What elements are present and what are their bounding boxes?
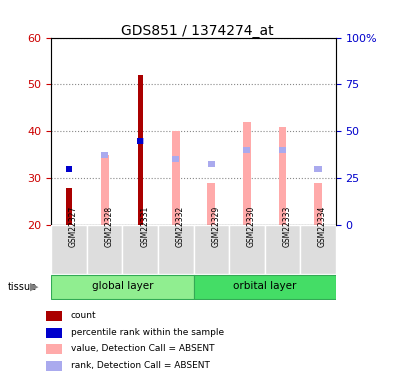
Text: tissue: tissue	[8, 282, 37, 291]
Text: GSM22332: GSM22332	[176, 206, 185, 247]
Text: GSM22333: GSM22333	[282, 206, 292, 247]
Text: value, Detection Call = ABSENT: value, Detection Call = ABSENT	[71, 345, 214, 354]
Text: orbital layer: orbital layer	[233, 281, 296, 291]
Text: ▶: ▶	[30, 282, 38, 291]
Bar	[314, 183, 322, 225]
Bar	[101, 152, 108, 158]
Text: GSM22330: GSM22330	[247, 206, 256, 247]
Text: GDS851 / 1374274_at: GDS851 / 1374274_at	[121, 24, 274, 38]
Bar	[51, 225, 87, 274]
Bar	[47, 361, 62, 370]
Bar	[51, 275, 194, 298]
Bar	[314, 166, 322, 172]
Text: count: count	[71, 311, 96, 320]
Bar	[194, 225, 229, 274]
Bar	[172, 131, 180, 225]
Bar	[47, 311, 62, 321]
Text: percentile rank within the sample: percentile rank within the sample	[71, 328, 224, 337]
Text: GSM22331: GSM22331	[140, 206, 149, 247]
Bar	[66, 188, 72, 225]
Bar	[278, 127, 286, 225]
Bar	[47, 344, 62, 354]
Bar	[229, 225, 265, 274]
Text: global layer: global layer	[92, 281, 153, 291]
Bar	[243, 147, 250, 153]
Bar	[158, 225, 194, 274]
Text: rank, Detection Call = ABSENT: rank, Detection Call = ABSENT	[71, 362, 210, 370]
Bar	[137, 138, 143, 144]
Bar	[137, 75, 143, 225]
Bar	[137, 138, 144, 144]
Bar	[207, 183, 215, 225]
Bar	[279, 147, 286, 153]
Bar	[87, 225, 122, 274]
Bar	[265, 225, 300, 274]
Text: GSM22329: GSM22329	[211, 206, 220, 247]
Bar	[101, 154, 109, 225]
Bar	[172, 156, 179, 162]
Text: GSM22328: GSM22328	[105, 206, 114, 247]
Bar	[194, 275, 336, 298]
Text: GSM22334: GSM22334	[318, 206, 327, 247]
Bar	[66, 166, 72, 172]
Bar	[47, 328, 62, 338]
Bar	[208, 161, 215, 167]
Text: GSM22327: GSM22327	[69, 206, 78, 247]
Bar	[300, 225, 336, 274]
Bar	[122, 225, 158, 274]
Bar	[243, 122, 251, 225]
